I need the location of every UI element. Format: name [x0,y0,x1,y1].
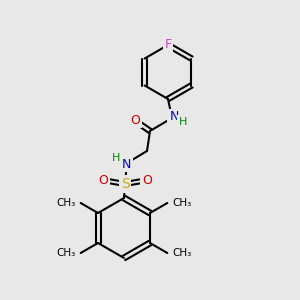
Text: F: F [164,38,172,50]
Text: H: H [179,117,187,127]
Text: O: O [130,113,140,127]
Text: CH₃: CH₃ [56,248,76,258]
Text: N: N [121,158,131,170]
Text: CH₃: CH₃ [172,198,192,208]
Text: O: O [142,173,152,187]
Text: H: H [112,153,120,163]
Text: CH₃: CH₃ [56,198,76,208]
Text: CH₃: CH₃ [172,248,192,258]
Text: S: S [121,177,129,191]
Text: N: N [169,110,179,124]
Text: O: O [98,173,108,187]
